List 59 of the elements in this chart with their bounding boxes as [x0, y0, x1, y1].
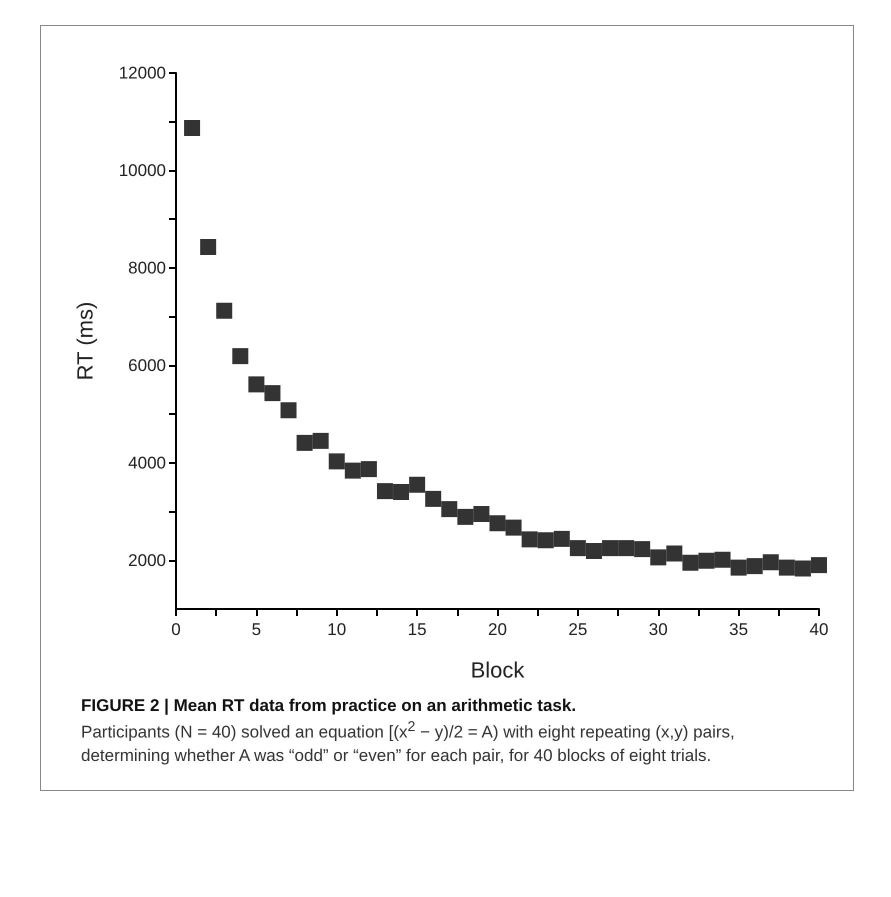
- point: [216, 302, 232, 319]
- point: [794, 560, 811, 577]
- point: [490, 515, 506, 532]
- point: [778, 560, 795, 576]
- point: [232, 348, 248, 364]
- x-tick-label: 25: [568, 620, 588, 639]
- y-tick-label: 4000: [128, 453, 166, 472]
- point: [312, 432, 329, 449]
- y-tick-label: 6000: [128, 356, 166, 375]
- y-tick-label: 10000: [118, 160, 166, 180]
- text: FIGURE 2 | Mean RT data from practice on an arithmetic task.: [81, 695, 578, 717]
- point: [714, 552, 731, 568]
- x-tick-label: 35: [729, 620, 748, 639]
- point: [730, 560, 747, 576]
- point: [570, 540, 586, 556]
- point: [746, 558, 763, 574]
- point: [666, 545, 682, 562]
- point: [554, 530, 570, 547]
- point: [296, 434, 313, 451]
- point: [248, 376, 264, 392]
- point: [762, 554, 779, 570]
- point: [376, 483, 393, 500]
- y-tick-label: 8000: [128, 258, 166, 278]
- point: [264, 385, 280, 402]
- point: [538, 532, 554, 548]
- point: [506, 520, 522, 536]
- point: [634, 541, 650, 558]
- point: [586, 543, 602, 560]
- text: Participants (N = 40) solved an equation [(x$^{2}$ − y)/2 = A) with eight repeating (x,y) pairs, determining whether A was “odd” or “even” for each pair, for 40 blocks of eight trials.: [81, 718, 736, 768]
- point: [184, 120, 200, 136]
- x-tick-label: 40: [810, 620, 828, 639]
- point: [618, 540, 634, 556]
- x-tick-label: 0: [171, 620, 181, 639]
- point: [280, 402, 297, 418]
- point: [522, 531, 538, 548]
- y-tick-label: 12000: [118, 64, 166, 82]
- point: [457, 508, 474, 525]
- x-tick-label: 10: [327, 620, 346, 639]
- point: [698, 552, 714, 569]
- point: [409, 476, 426, 493]
- x-tick-label: 30: [648, 620, 668, 639]
- point: [811, 557, 827, 574]
- point: [473, 506, 490, 522]
- point: [360, 461, 377, 478]
- x-axis-title: Block: [470, 658, 526, 682]
- point: [200, 238, 216, 255]
- point: [393, 484, 410, 500]
- point: [650, 549, 666, 566]
- x-tick-label: 20: [488, 620, 507, 639]
- point: [344, 462, 361, 479]
- point: [602, 540, 618, 556]
- point: [441, 501, 458, 518]
- x-tick-label: 15: [408, 620, 427, 639]
- x-tick-label: 5: [252, 620, 262, 639]
- point: [328, 453, 345, 470]
- y-tick-label: 2000: [128, 550, 166, 570]
- point: [682, 554, 698, 571]
- y-axis-title: RT (ms): [72, 302, 98, 380]
- point: [425, 490, 442, 507]
